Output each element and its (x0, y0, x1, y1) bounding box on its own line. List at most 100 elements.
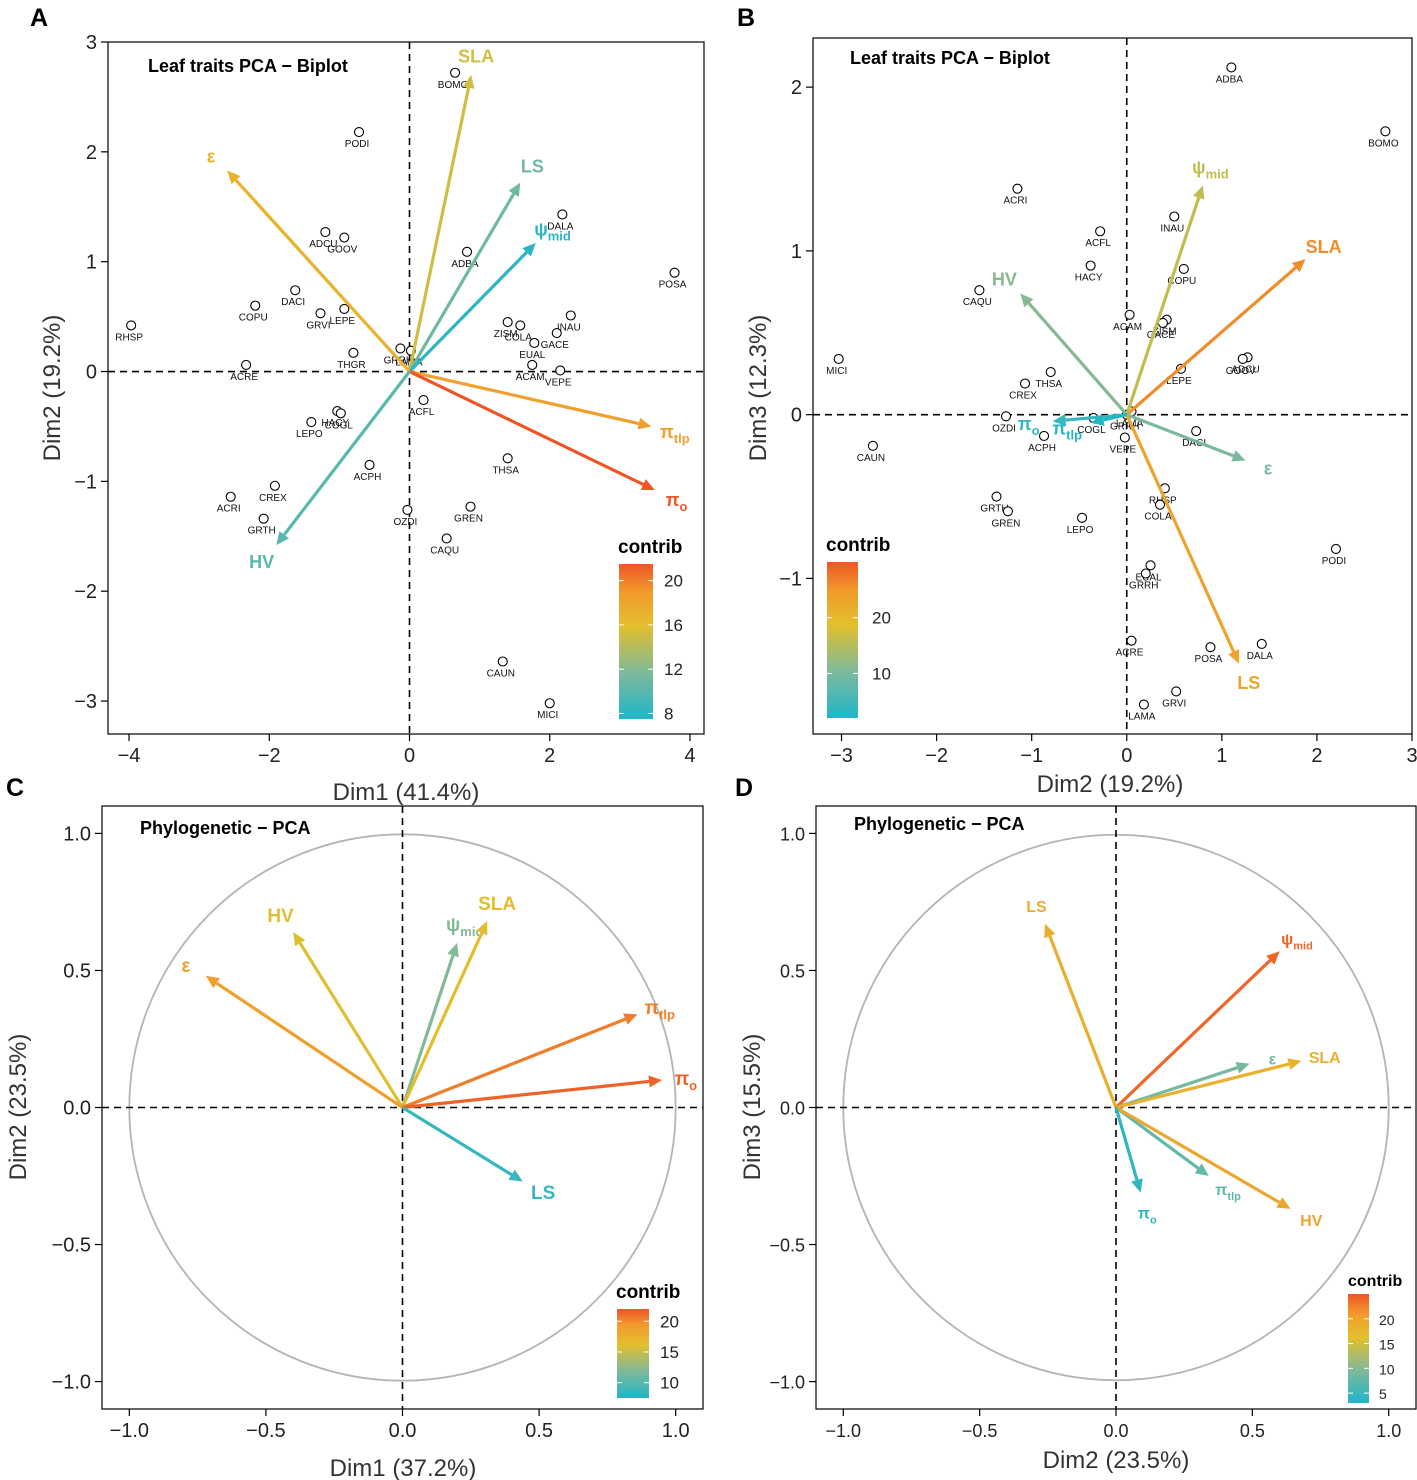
data-point (1126, 635, 1137, 646)
data-point (1085, 260, 1096, 271)
data-point-label: VEPE (1110, 445, 1137, 456)
loading-vector-label: SLA (458, 46, 494, 66)
data-point-label: ACRI (217, 504, 241, 515)
y-tick-label: 1 (791, 241, 802, 263)
data-point-label: ACRI (1003, 196, 1027, 207)
loading-vector-label: πtlp (1052, 418, 1082, 442)
x-tick-label: 3 (1406, 745, 1417, 767)
legend-colorbar (619, 564, 653, 719)
data-point (833, 353, 844, 365)
plot-frame (107, 41, 705, 735)
vector-label-subscript: mid (460, 924, 483, 939)
data-point (1002, 506, 1013, 517)
loading-vector (215, 981, 404, 1109)
data-point (669, 267, 680, 278)
vector-label-subscript: o (1032, 423, 1040, 438)
data-point-label: GRVI (1162, 698, 1186, 709)
data-point (1000, 411, 1012, 422)
data-point (364, 459, 375, 470)
data-point (348, 347, 359, 358)
loading-vector-label: SLA (1309, 1050, 1341, 1067)
loading-vector-arrowhead (1193, 185, 1205, 200)
data-point-label: RHSP (115, 332, 143, 343)
loading-vector (1048, 935, 1118, 1109)
data-point-label: CREX (1009, 391, 1037, 402)
loading-vector-arrowhead (1266, 951, 1280, 965)
y-tick-label: 2 (791, 77, 802, 99)
loading-vector-label: LS (531, 1183, 555, 1204)
panel-label-d: D (735, 774, 753, 802)
loading-vector (409, 369, 640, 426)
loading-vector-arrowhead (1287, 1058, 1302, 1070)
data-point (339, 303, 350, 314)
data-point-label: MICI (826, 366, 847, 377)
y-axis-label: Dim3 (15.5%) (739, 1034, 766, 1181)
vector-label-symbol: ψ (446, 915, 460, 936)
loading-vector-arrowhead (1231, 450, 1246, 462)
vector-label-subscript: tlp (1066, 427, 1082, 442)
data-point-label: BOMO (438, 80, 469, 91)
x-tick-label: −1.0 (825, 1421, 861, 1441)
x-tick-label: 0.5 (1240, 1421, 1265, 1441)
data-point (315, 308, 326, 319)
loading-vector (282, 370, 411, 536)
data-point (1226, 62, 1237, 73)
data-point (544, 698, 555, 709)
vector-label-symbol: π (645, 998, 660, 1019)
y-tick-label: −3 (74, 691, 97, 713)
plot-frame (812, 37, 1413, 735)
data-point-label: ADCU (309, 239, 337, 250)
y-tick-label: 1.0 (780, 824, 805, 844)
loading-vector (408, 370, 644, 486)
data-point-label: GREN (991, 518, 1020, 529)
data-point (1138, 699, 1149, 710)
data-point (1019, 378, 1031, 389)
loading-vector-label: LS (1026, 899, 1047, 916)
loading-vector-label: HV (249, 552, 274, 572)
data-point-label: LAMA (395, 358, 423, 369)
x-tick-label: −0.5 (962, 1421, 998, 1441)
data-point-label: PODI (1322, 556, 1346, 567)
data-point (1095, 226, 1106, 237)
data-point (551, 328, 562, 339)
vector-label-subscript: tlp (1227, 1191, 1241, 1203)
loading-vector (400, 954, 455, 1109)
y-tick-label: −1 (74, 471, 97, 493)
loading-vector (401, 1017, 626, 1109)
data-point (465, 501, 476, 512)
vector-label-symbol: SLA (1309, 1050, 1341, 1067)
legend-tick-label: 15 (1379, 1337, 1395, 1353)
loading-vector (401, 1106, 513, 1177)
data-point-label: CAUN (487, 669, 515, 680)
panel-label-c: C (6, 774, 24, 802)
y-tick-label: −2 (74, 581, 97, 603)
x-tick-label: −1 (1020, 745, 1043, 767)
data-point-label: ADCU (1231, 364, 1259, 375)
x-tick-label: 0.0 (389, 1420, 417, 1442)
legend-tick-label: 8 (664, 704, 673, 723)
x-tick-label: 1.0 (662, 1420, 690, 1442)
data-point (991, 491, 1002, 502)
vector-label-symbol: ε (207, 147, 216, 167)
vector-label-subscript: o (1150, 1215, 1157, 1227)
data-point-label: HACY (321, 418, 349, 429)
data-point-label: GRTH (980, 504, 1008, 515)
x-axis-label: Dim1 (37.2%) (330, 1455, 477, 1480)
data-point (290, 285, 301, 296)
data-point-label: THSA (1035, 379, 1062, 390)
data-point-label: EUAL (519, 350, 546, 361)
loading-vector (234, 179, 411, 373)
loading-vector-label: HV (1300, 1213, 1323, 1230)
loading-vector (1115, 1106, 1200, 1170)
plot-body: −1.0 −0.5 0.0 0.5 1.0 −1.0 −0.5 0.0 0.5 1.0 LS ψmid… (769, 806, 1416, 1441)
loading-vector-arrowhead (522, 243, 536, 257)
panel-label-a: A (30, 4, 48, 32)
data-point (126, 320, 137, 331)
vector-label-symbol: ε (181, 956, 190, 977)
loading-vector (1125, 414, 1236, 653)
x-tick-label: −2 (258, 745, 281, 767)
y-tick-label: 2 (86, 142, 97, 164)
data-point (418, 395, 429, 406)
loading-vector (1115, 1106, 1281, 1204)
data-point (1038, 430, 1050, 441)
